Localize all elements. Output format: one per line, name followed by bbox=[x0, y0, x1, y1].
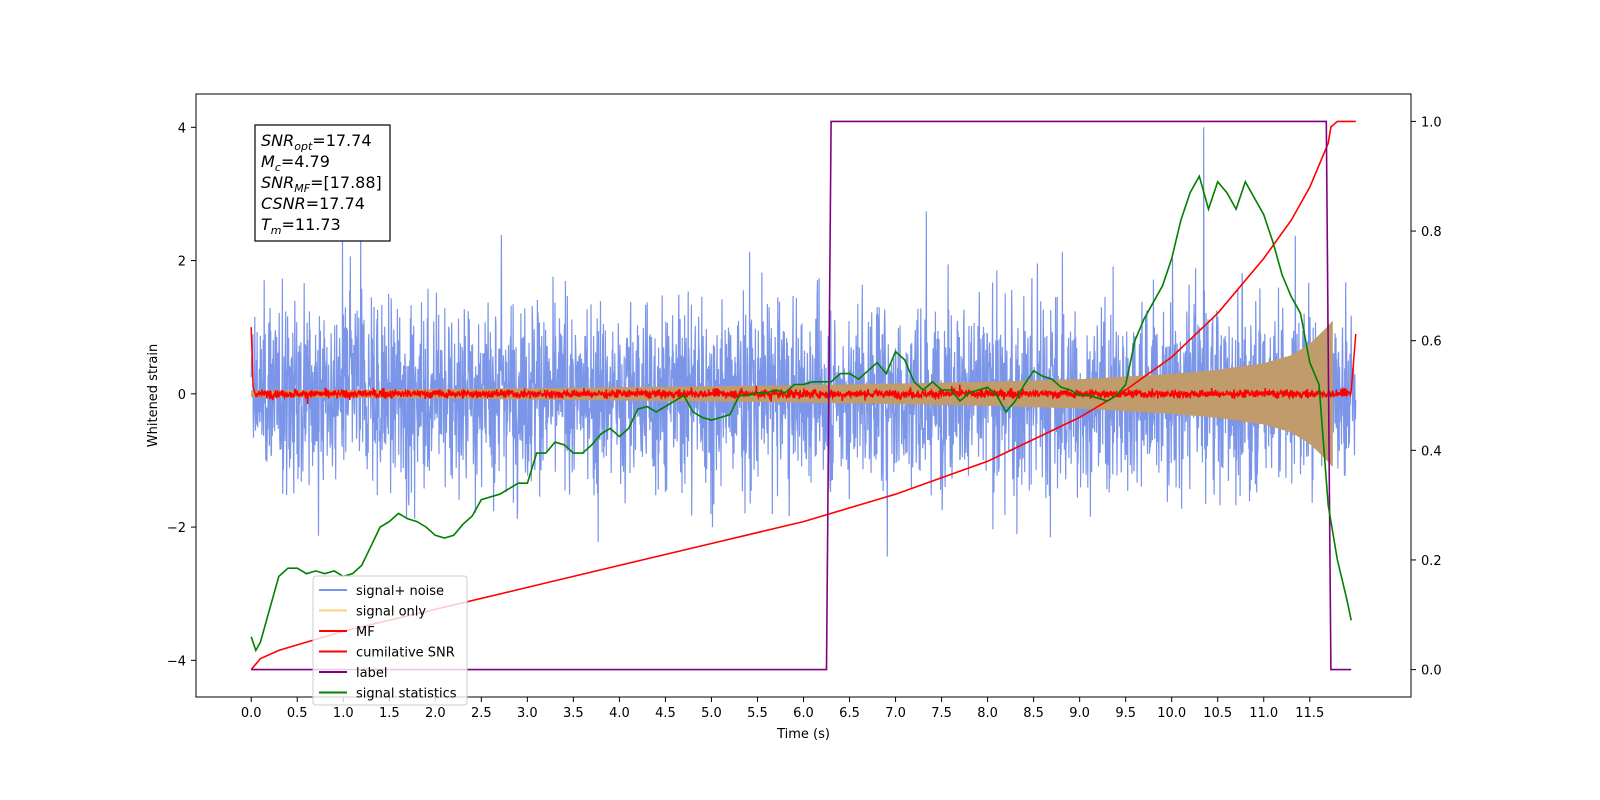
x-tick-label: 7.5 bbox=[931, 706, 952, 721]
y-axis-label: Whitened strain bbox=[146, 344, 161, 447]
x-tick-label: 6.5 bbox=[839, 706, 860, 721]
label-line bbox=[251, 120, 1352, 671]
x-axis-label: Time (s) bbox=[776, 727, 830, 742]
x-tick-label: 6.0 bbox=[793, 706, 814, 721]
annotation-line: Mc=4.79 bbox=[261, 152, 330, 174]
annotation-line: SNRMF=[17.88] bbox=[261, 173, 382, 195]
x-tick-label: 5.5 bbox=[747, 706, 768, 721]
x-tick-label: 9.0 bbox=[1069, 706, 1090, 721]
annotation-line: SNRopt=17.74 bbox=[261, 131, 372, 153]
y-tick-label: −2 bbox=[167, 521, 186, 536]
x-tick-label: 1.5 bbox=[379, 706, 400, 721]
annotation-frame bbox=[254, 124, 391, 242]
x-tick-label: 9.5 bbox=[1115, 706, 1136, 721]
y-tick-label: 2 bbox=[178, 255, 186, 270]
legend-label: MF bbox=[356, 625, 375, 640]
legend-label: signal only bbox=[356, 605, 426, 620]
y-tick-label: 0 bbox=[178, 388, 186, 403]
annotation-line: CSNR=17.74 bbox=[261, 194, 365, 213]
x-tick-label: 1.0 bbox=[333, 706, 354, 721]
x-tick-label: 2.5 bbox=[471, 706, 492, 721]
legend-label: signal+ noise bbox=[356, 584, 444, 599]
legend-label: cumilative SNR bbox=[356, 646, 455, 661]
x-tick-label: 11.0 bbox=[1249, 706, 1278, 721]
y-axis-right: 1.0 0.8 0.6 0.4 0.2 0.0 bbox=[1411, 115, 1442, 679]
y-tick-label: −4 bbox=[167, 654, 186, 669]
y-axis-left: 4 2 0 −2 −4 bbox=[167, 121, 196, 669]
x-tick-label: 10.0 bbox=[1157, 706, 1186, 721]
y2-tick-label: 1.0 bbox=[1421, 115, 1442, 130]
y2-tick-label: 0.2 bbox=[1421, 554, 1442, 569]
legend-label: label bbox=[356, 666, 387, 681]
x-tick-label: 0.5 bbox=[287, 706, 308, 721]
x-tick-label: 2.0 bbox=[425, 706, 446, 721]
legend-frame bbox=[312, 575, 468, 706]
legend: signal+ noise signal only MF cumilative SNR… bbox=[312, 575, 468, 706]
signal-statistics-line bbox=[250, 174, 1352, 653]
y2-tick-label: 0.0 bbox=[1421, 664, 1442, 679]
y-tick-label: 4 bbox=[178, 121, 186, 136]
y2-tick-label: 0.4 bbox=[1421, 444, 1442, 459]
legend-label: signal statistics bbox=[356, 687, 457, 702]
x-tick-label: 11.5 bbox=[1295, 706, 1324, 721]
x-axis: 0.0 0.5 1.0 1.5 2.0 2.5 3.0 3.5 4.0 4.5 5.0 5.5 6.0 6… bbox=[241, 697, 1324, 721]
x-tick-label: 3.0 bbox=[517, 706, 538, 721]
x-tick-label: 10.5 bbox=[1203, 706, 1232, 721]
x-tick-label: 4.0 bbox=[609, 706, 630, 721]
annotation-line: Tm=11.73 bbox=[261, 215, 341, 237]
x-tick-label: 4.5 bbox=[655, 706, 676, 721]
x-tick-label: 8.5 bbox=[1023, 706, 1044, 721]
y2-tick-label: 0.8 bbox=[1421, 225, 1442, 240]
y2-tick-label: 0.6 bbox=[1421, 335, 1442, 350]
mf-line bbox=[250, 327, 1357, 405]
x-tick-label: 7.0 bbox=[885, 706, 906, 721]
stats-annotation-box: SNRopt=17.74Mc=4.79SNRMF=[17.88]CSNR=17.… bbox=[254, 124, 391, 242]
x-tick-label: 0.0 bbox=[241, 706, 262, 721]
x-tick-label: 8.0 bbox=[977, 706, 998, 721]
x-tick-label: 3.5 bbox=[563, 706, 584, 721]
x-tick-label: 5.0 bbox=[701, 706, 722, 721]
